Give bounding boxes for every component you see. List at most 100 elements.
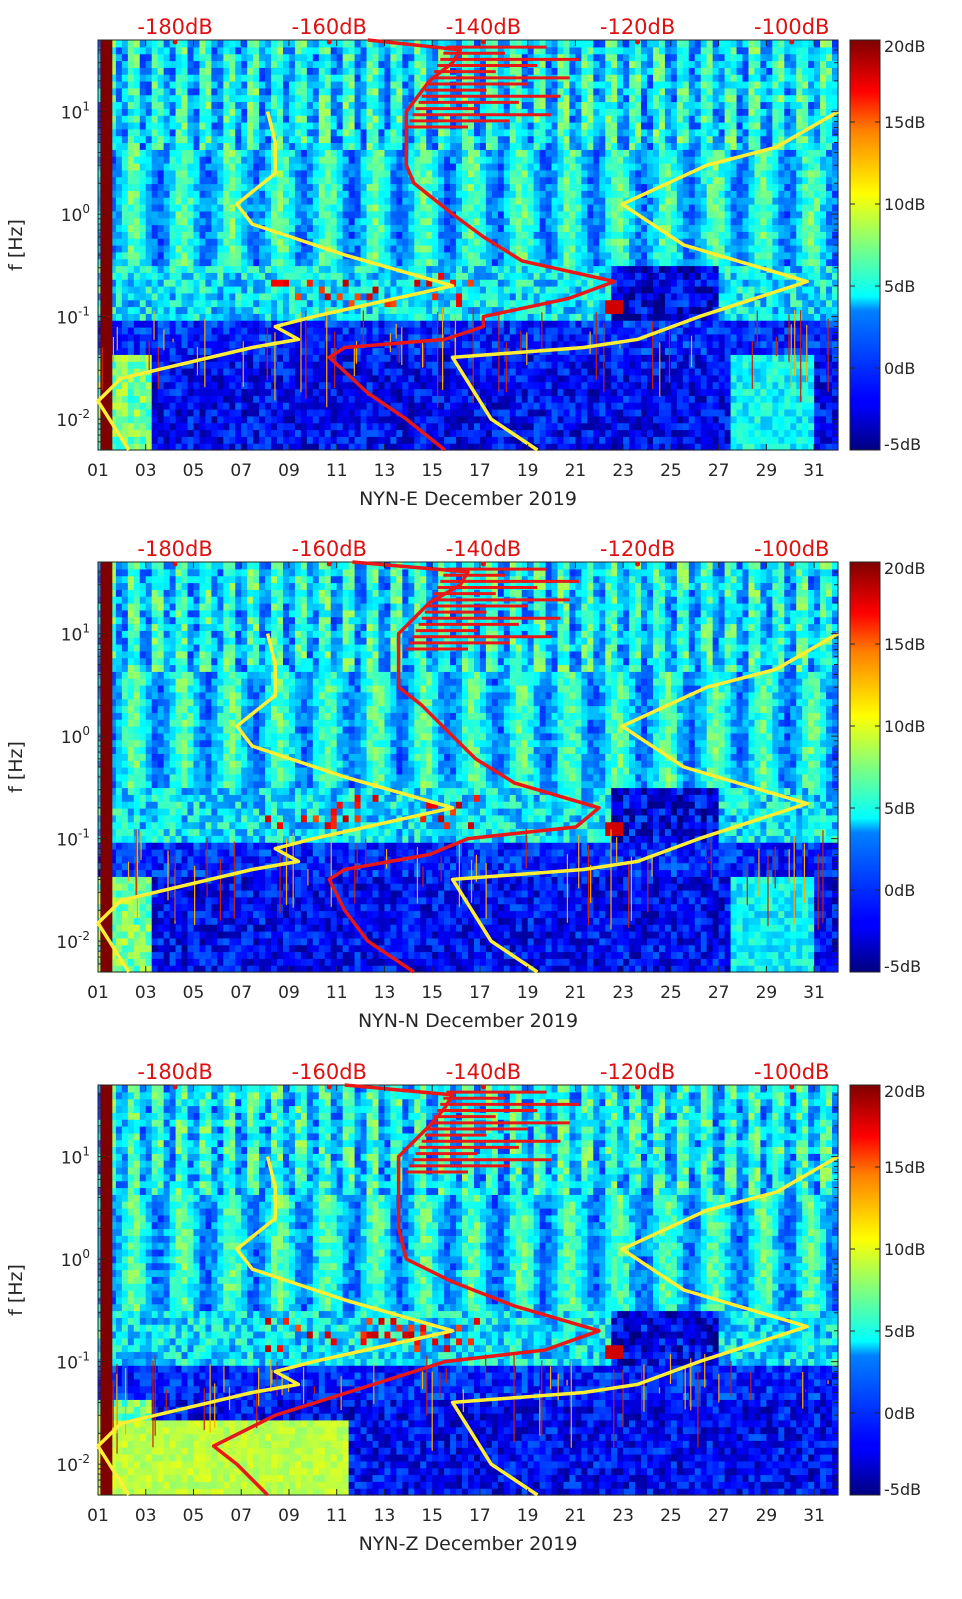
x-tick-label: 17	[469, 1506, 491, 1526]
colorbar-tick-label: -5dB	[884, 435, 921, 454]
x-tick-label: 07	[230, 983, 252, 1003]
top-axis-tick	[327, 562, 332, 567]
top-axis-tick	[789, 1085, 794, 1090]
top-axis-tick	[789, 562, 794, 567]
y-tick-label: 101	[61, 1145, 90, 1169]
colorbar-tick-label: 20dB	[884, 1082, 926, 1101]
y-axis-label: f [Hz]	[5, 1264, 27, 1316]
x-tick-label: 03	[135, 1506, 157, 1526]
colorbar-tick-label: 15dB	[884, 1158, 926, 1177]
top-axis-label: -100dB	[754, 537, 829, 561]
x-axis-label: NYN-Z December 2019	[359, 1533, 578, 1555]
colorbar-tick-label: 0dB	[884, 881, 915, 900]
top-axis-label: -180dB	[137, 15, 212, 39]
x-tick-label: 07	[230, 461, 252, 481]
colorbar-tick-label: 20dB	[884, 37, 926, 56]
x-tick-label: 15	[421, 983, 443, 1003]
colorbar-tick-label: 5dB	[884, 1322, 915, 1341]
x-tick-label: 23	[612, 1506, 634, 1526]
x-tick-label: 27	[708, 461, 730, 481]
x-tick-label: 27	[708, 1506, 730, 1526]
x-tick-label: 15	[421, 461, 443, 481]
colorbar-tick-label: 10dB	[884, 1240, 926, 1259]
top-axis-label: -100dB	[754, 15, 829, 39]
top-axis-label: -140dB	[446, 1060, 521, 1084]
x-tick-label: 21	[565, 461, 587, 481]
x-tick-label: 01	[87, 983, 109, 1003]
colorbar-tick-label: -5dB	[884, 957, 921, 976]
x-tick-label: 19	[517, 461, 539, 481]
top-axis-label: -120dB	[600, 537, 675, 561]
x-tick-label: 29	[756, 983, 778, 1003]
y-tick-label: 10-2	[56, 407, 90, 431]
y-tick-label: 100	[61, 724, 90, 748]
colorbar-tick-label: 0dB	[884, 1404, 915, 1423]
top-axis-label: -160dB	[292, 537, 367, 561]
y-tick-label: 10-1	[56, 1350, 90, 1374]
x-tick-label: 19	[517, 1506, 539, 1526]
x-tick-label: 01	[87, 461, 109, 481]
x-tick-label: 31	[803, 1506, 825, 1526]
top-axis-tick	[635, 40, 640, 45]
y-tick-label: 10-1	[56, 827, 90, 851]
y-tick-label: 101	[61, 100, 90, 124]
x-tick-label: 03	[135, 983, 157, 1003]
top-axis-tick	[327, 40, 332, 45]
y-tick-label: 10-2	[56, 929, 90, 953]
colorbar: 20dB 15dB 10dB 5dB 0dB -5dB	[850, 37, 926, 454]
x-tick-label: 25	[660, 983, 682, 1003]
top-axis-tick	[173, 562, 178, 567]
x-tick-label: 27	[708, 983, 730, 1003]
x-tick-label: 13	[374, 983, 396, 1003]
top-axis-label: -120dB	[600, 1060, 675, 1084]
x-tick-label: 19	[517, 983, 539, 1003]
x-axis-label: NYN-E December 2019	[359, 488, 577, 510]
colorbar-tick-label: 15dB	[884, 113, 926, 132]
top-axis-label: -120dB	[600, 15, 675, 39]
colorbar-tick-label: -5dB	[884, 1480, 921, 1499]
x-tick-label: 11	[326, 461, 348, 481]
top-axis-label: -140dB	[446, 15, 521, 39]
colorbar-tick-label: 10dB	[884, 195, 926, 214]
top-axis-label: -140dB	[446, 537, 521, 561]
x-tick-label: 25	[660, 1506, 682, 1526]
top-axis-label: -180dB	[137, 1060, 212, 1084]
top-axis-tick	[173, 40, 178, 45]
x-tick-label: 29	[756, 1506, 778, 1526]
x-tick-label: 11	[326, 1506, 348, 1526]
top-axis-label: -160dB	[292, 15, 367, 39]
x-tick-label: 15	[421, 1506, 443, 1526]
top-axis-label: -160dB	[292, 1060, 367, 1084]
top-axis-tick	[481, 1085, 486, 1090]
top-axis-tick	[327, 1085, 332, 1090]
colorbar-tick-label: 5dB	[884, 799, 915, 818]
top-axis-label: -180dB	[137, 537, 212, 561]
top-axis-tick	[173, 1085, 178, 1090]
x-tick-label: 13	[374, 461, 396, 481]
top-axis-tick	[635, 1085, 640, 1090]
top-axis-tick	[481, 40, 486, 45]
colorbar-tick-label: 0dB	[884, 359, 915, 378]
x-tick-label: 05	[183, 1506, 205, 1526]
x-tick-label: 29	[756, 461, 778, 481]
y-axis-label: f [Hz]	[5, 219, 27, 271]
x-tick-label: 17	[469, 983, 491, 1003]
x-tick-label: 01	[87, 1506, 109, 1526]
colorbar-tick-label: 15dB	[884, 635, 926, 654]
colorbar-tick-label: 10dB	[884, 717, 926, 736]
x-tick-label: 03	[135, 461, 157, 481]
y-tick-label: 101	[61, 622, 90, 646]
x-tick-label: 31	[803, 461, 825, 481]
y-tick-label: 100	[61, 202, 90, 226]
x-tick-label: 21	[565, 983, 587, 1003]
y-tick-label: 10-1	[56, 305, 90, 329]
x-tick-label: 05	[183, 461, 205, 481]
colorbar: 20dB 15dB 10dB 5dB 0dB -5dB	[850, 1082, 926, 1499]
x-tick-label: 05	[183, 983, 205, 1003]
colorbar-tick-label: 5dB	[884, 277, 915, 296]
y-tick-label: 100	[61, 1247, 90, 1271]
